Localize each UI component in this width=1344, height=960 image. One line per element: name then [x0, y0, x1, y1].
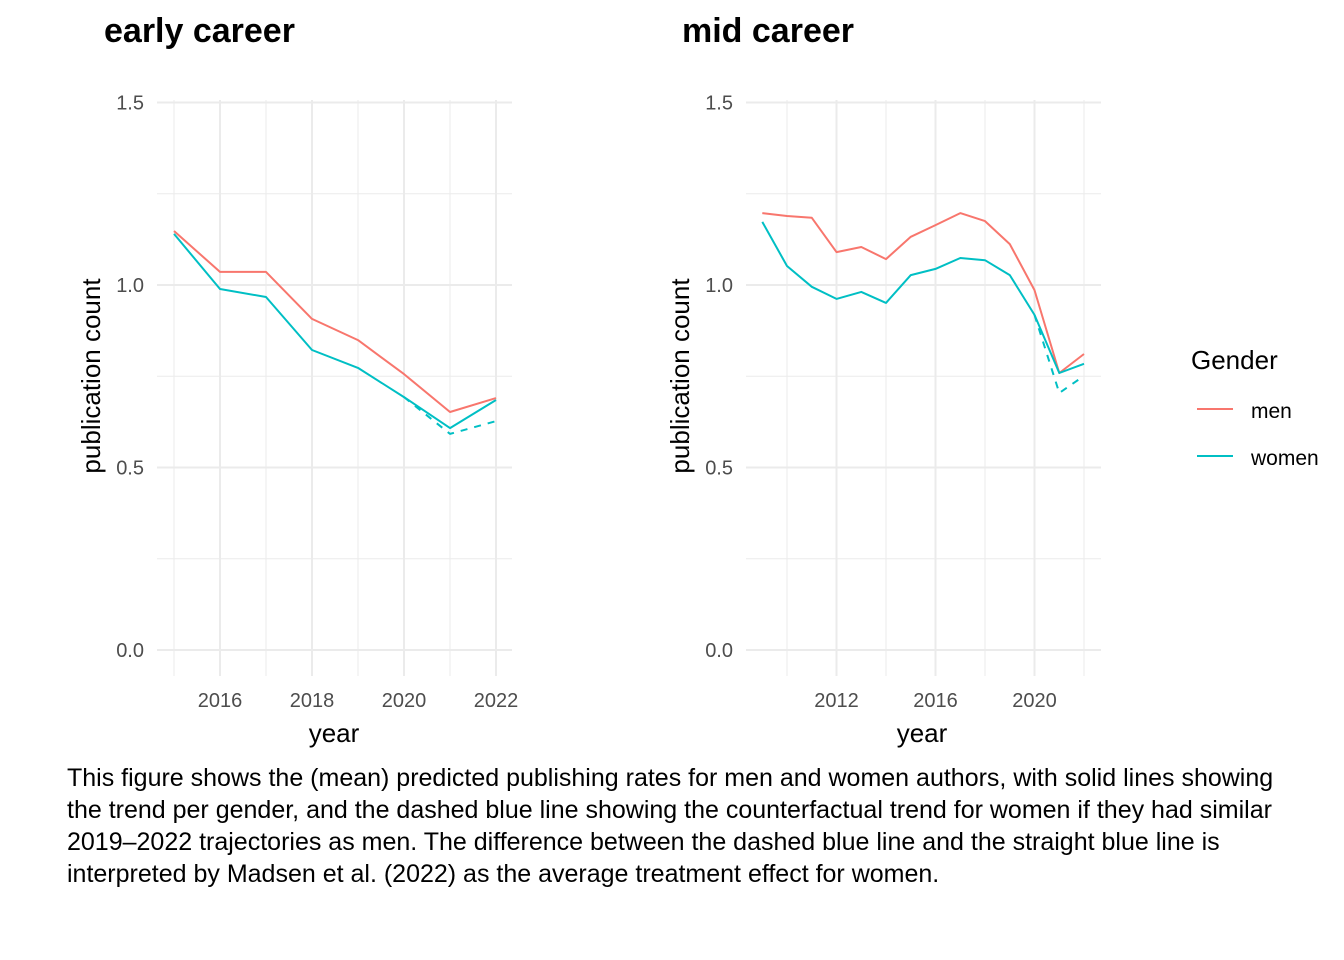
- x-axis-label: year: [897, 718, 948, 748]
- series-line-men: [173, 230, 497, 413]
- legend-title: Gender: [1191, 345, 1278, 375]
- x-tick-label: 2020: [382, 690, 427, 712]
- legend: Gender men women: [1191, 345, 1319, 470]
- caption-line: This figure shows the (mean) predicted p…: [67, 764, 1274, 792]
- x-axis-label: year: [309, 718, 360, 748]
- panel-early-career: early career 0.0 0.5 1.0 1.5 2016 2018 2020 20…: [76, 12, 518, 748]
- panel-title: early career: [104, 12, 295, 50]
- series-line-women: [761, 221, 1085, 374]
- y-tick-label: 1.5: [116, 93, 144, 115]
- legend-label-men: men: [1251, 400, 1292, 423]
- caption-line: 2019–2022 trajectories as men. The diffe…: [67, 828, 1220, 856]
- y-tick-label: 1.0: [705, 275, 733, 297]
- series-line-women-counterfactual: [403, 396, 497, 435]
- y-tick-label: 1.5: [705, 93, 733, 115]
- caption-line: the trend per gender, and the dashed blu…: [67, 796, 1272, 824]
- legend-label-women: women: [1250, 447, 1319, 470]
- panel-title: mid career: [682, 12, 854, 50]
- series-line-women: [173, 233, 497, 430]
- x-tick-label: 2018: [290, 690, 335, 712]
- y-axis-label: publication count: [665, 278, 695, 474]
- figure-caption: This figure shows the (mean) predicted p…: [67, 762, 1344, 890]
- x-tick-label: 2012: [814, 690, 859, 712]
- x-tick-label: 2016: [198, 690, 243, 712]
- y-tick-label: 0.0: [705, 640, 733, 662]
- panel-mid-career: mid career 0.0 0.5 1.0 1.5 2012 2016 2020 yea…: [665, 12, 1101, 748]
- y-tick-label: 0.5: [116, 458, 144, 480]
- caption-line: interpreted by Madsen et al. (2022) as t…: [67, 860, 940, 888]
- series-line-women-counterfactual: [1033, 314, 1085, 394]
- x-tick-label: 2022: [474, 690, 519, 712]
- y-tick-label: 1.0: [116, 275, 144, 297]
- y-tick-label: 0.5: [705, 458, 733, 480]
- y-tick-label: 0.0: [116, 640, 144, 662]
- y-axis-label: publication count: [76, 278, 106, 474]
- series-line-men: [762, 212, 1085, 374]
- x-tick-label: 2016: [913, 690, 958, 712]
- x-tick-label: 2020: [1012, 690, 1057, 712]
